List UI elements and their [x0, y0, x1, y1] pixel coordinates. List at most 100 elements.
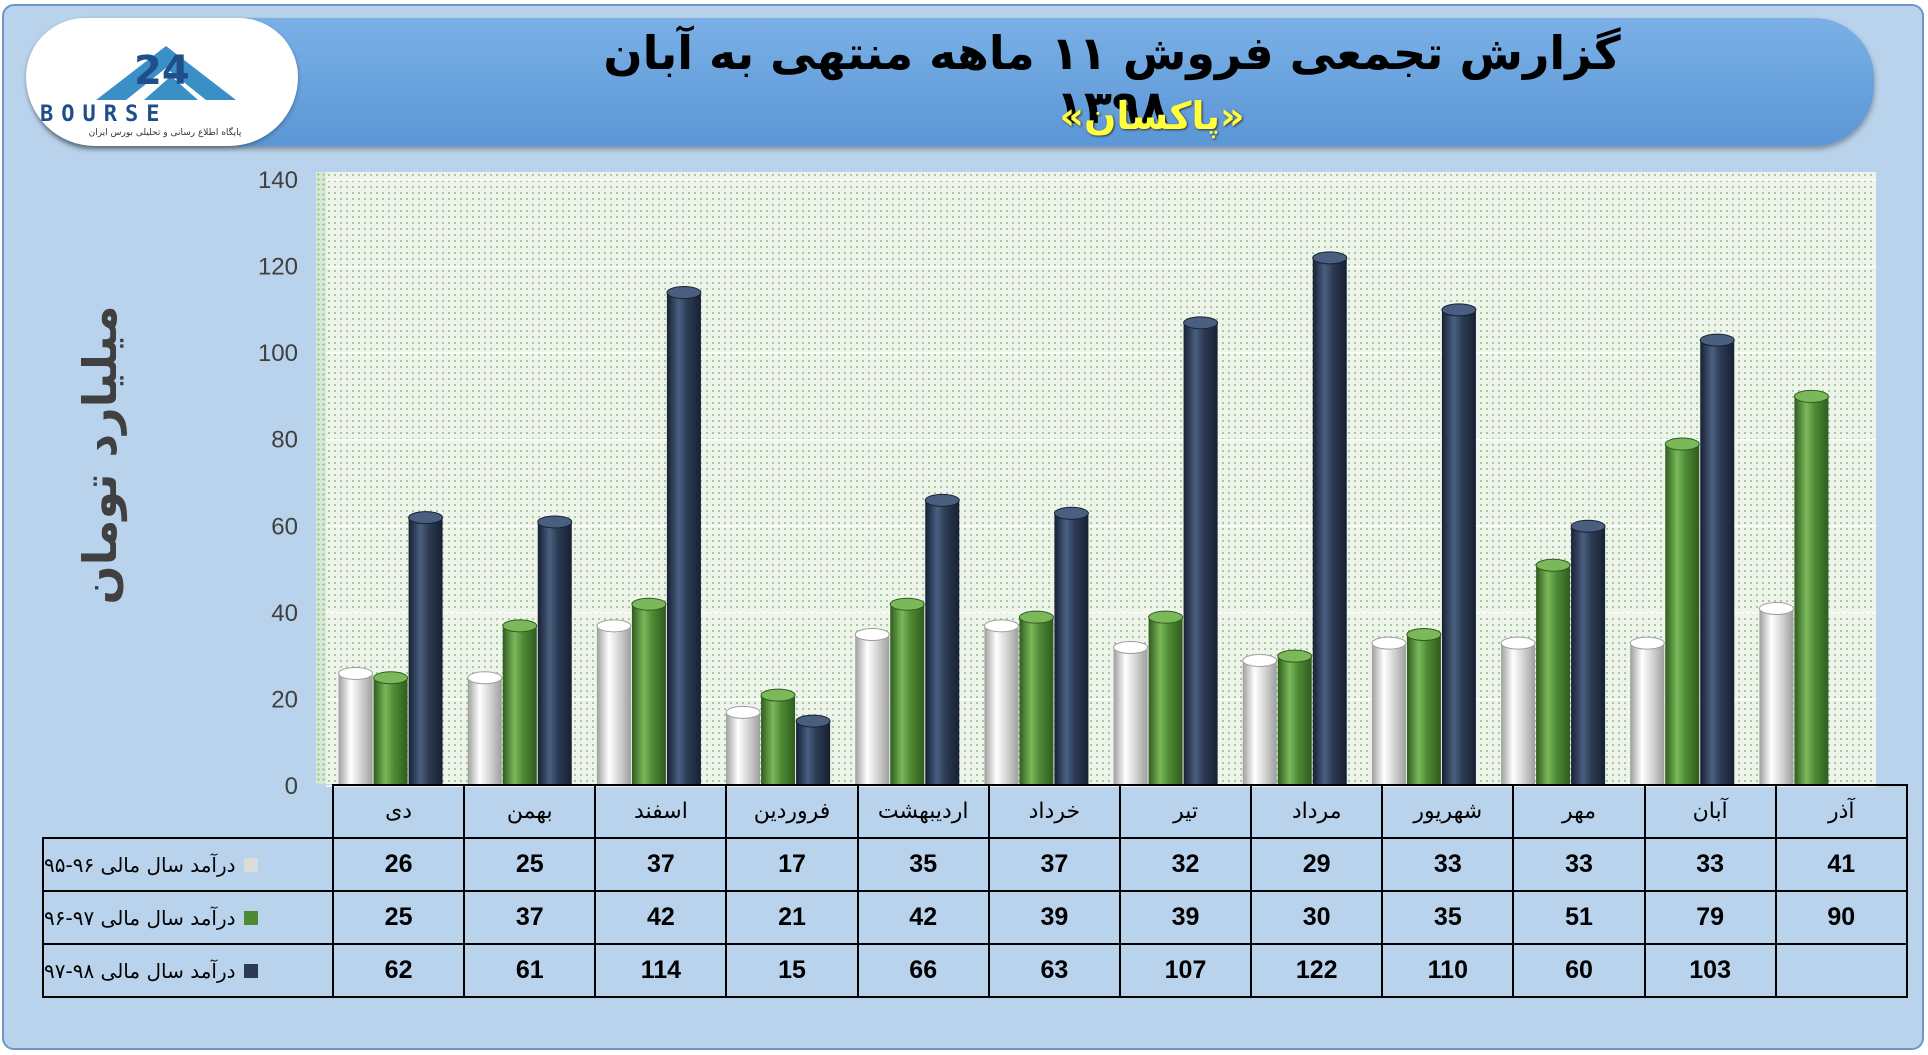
bar-cap — [983, 619, 1019, 633]
data-label: 30 — [1250, 890, 1384, 945]
bar-cap — [1500, 636, 1536, 650]
svg-text:24: 24 — [134, 48, 190, 94]
y-tick-label: 100 — [258, 340, 298, 367]
bar-cap — [1758, 602, 1794, 616]
data-label: 63 — [987, 943, 1121, 998]
bar — [796, 721, 831, 786]
data-label: 35 — [1381, 890, 1515, 945]
bar-cap — [1242, 653, 1278, 667]
bar — [373, 677, 408, 786]
data-label: 15 — [725, 943, 859, 998]
data-label: 61 — [463, 943, 597, 998]
bar-cap — [467, 671, 503, 685]
bar — [1406, 634, 1441, 786]
data-label: 39 — [1118, 890, 1253, 945]
bar — [1312, 257, 1347, 786]
bar-cap — [760, 688, 796, 702]
bar-cap — [1312, 251, 1348, 265]
series-name: درآمد سال مالی ۹۷-۹۶ — [44, 905, 236, 930]
data-label: 25 — [463, 837, 597, 892]
data-label: 90 — [1774, 890, 1908, 945]
plot-side-wall — [316, 172, 326, 784]
data-label: 60 — [1512, 943, 1646, 998]
data-label: 41 — [1774, 837, 1908, 892]
y-tick-label: 80 — [271, 427, 298, 454]
bar-cap — [1277, 649, 1313, 663]
table-row: درآمد سال مالی ۹۶-۹۵ 26 25 37 17 35 37 32 29 33 33… — [42, 837, 1908, 892]
category-label: آبان — [1643, 784, 1777, 839]
bar — [1571, 526, 1606, 786]
bar — [761, 695, 796, 786]
bar-cap — [1406, 628, 1442, 641]
bar-cap — [1113, 640, 1149, 654]
bar — [631, 604, 666, 786]
data-label: 103 — [1643, 943, 1777, 998]
table-row: درآمد سال مالی ۹۷-۹۶ 25 37 42 21 42 39 39 30 35 51… — [42, 890, 1908, 945]
bar-cap — [854, 628, 890, 641]
bar — [1759, 608, 1794, 786]
y-axis-label: میلیارد تومان — [73, 305, 127, 605]
data-label: 62 — [331, 943, 466, 998]
legend-entry: درآمد سال مالی ۹۸-۹۷ — [42, 943, 334, 998]
category-label: آذر — [1774, 784, 1908, 839]
bar-cap — [1148, 610, 1184, 624]
category-label: فروردین — [725, 784, 859, 839]
bar-cap — [537, 515, 573, 529]
bar — [726, 712, 761, 786]
data-label: 17 — [725, 837, 859, 892]
data-label: 42 — [856, 890, 990, 945]
data-label: 21 — [725, 890, 859, 945]
y-tick-label: 120 — [258, 254, 298, 281]
data-label: 39 — [987, 890, 1121, 945]
bar — [925, 500, 960, 786]
bar — [1054, 513, 1089, 786]
bar-cap — [408, 511, 444, 525]
bar-cap — [1570, 519, 1606, 533]
bar — [1536, 565, 1571, 786]
data-label: 33 — [1512, 837, 1646, 892]
bar-cap — [338, 666, 374, 680]
data-table: دی بهمن اسفند فروردین اردیبهشت خرداد تیر مرداد ش… — [42, 784, 1908, 998]
bar-cap — [924, 493, 960, 507]
bar-cap — [1535, 558, 1571, 572]
data-label: 37 — [987, 837, 1121, 892]
data-label: 51 — [1512, 890, 1646, 945]
data-label: 37 — [594, 837, 728, 892]
bar-cap — [1793, 389, 1829, 403]
legend-key — [243, 963, 258, 978]
gridlines — [326, 179, 1876, 787]
bar — [1277, 656, 1312, 786]
bar-cap — [502, 619, 538, 633]
plot-area — [326, 172, 1876, 784]
legend-entry: درآمد سال مالی ۹۶-۹۵ — [42, 837, 334, 892]
bar-cap — [1629, 636, 1665, 650]
series-name: درآمد سال مالی ۹۶-۹۵ — [44, 852, 236, 877]
bar-cap — [1371, 636, 1407, 650]
category-label: دی — [331, 784, 466, 839]
bar — [1242, 660, 1277, 786]
data-label: 107 — [1118, 943, 1253, 998]
legend-key — [243, 857, 258, 872]
bar — [1183, 322, 1218, 786]
data-label: 33 — [1643, 837, 1777, 892]
bar — [890, 604, 925, 786]
data-label: 32 — [1118, 837, 1253, 892]
bar — [467, 677, 502, 786]
bar-cap — [1441, 303, 1477, 317]
category-label: شهریور — [1381, 784, 1515, 839]
data-label: 29 — [1250, 837, 1384, 892]
bar-cap — [666, 286, 702, 300]
y-tick-label: 140 — [258, 167, 298, 194]
data-label — [1774, 943, 1908, 998]
category-label: مهر — [1512, 784, 1646, 839]
data-label: 35 — [856, 837, 990, 892]
bar-cap — [373, 671, 409, 685]
bar-cap — [795, 714, 831, 728]
bar — [1441, 309, 1476, 786]
data-label: 66 — [856, 943, 990, 998]
bar — [1665, 444, 1700, 786]
category-label: خرداد — [987, 784, 1121, 839]
category-label: تیر — [1118, 784, 1253, 839]
bar — [537, 521, 572, 786]
data-label: 25 — [331, 890, 466, 945]
